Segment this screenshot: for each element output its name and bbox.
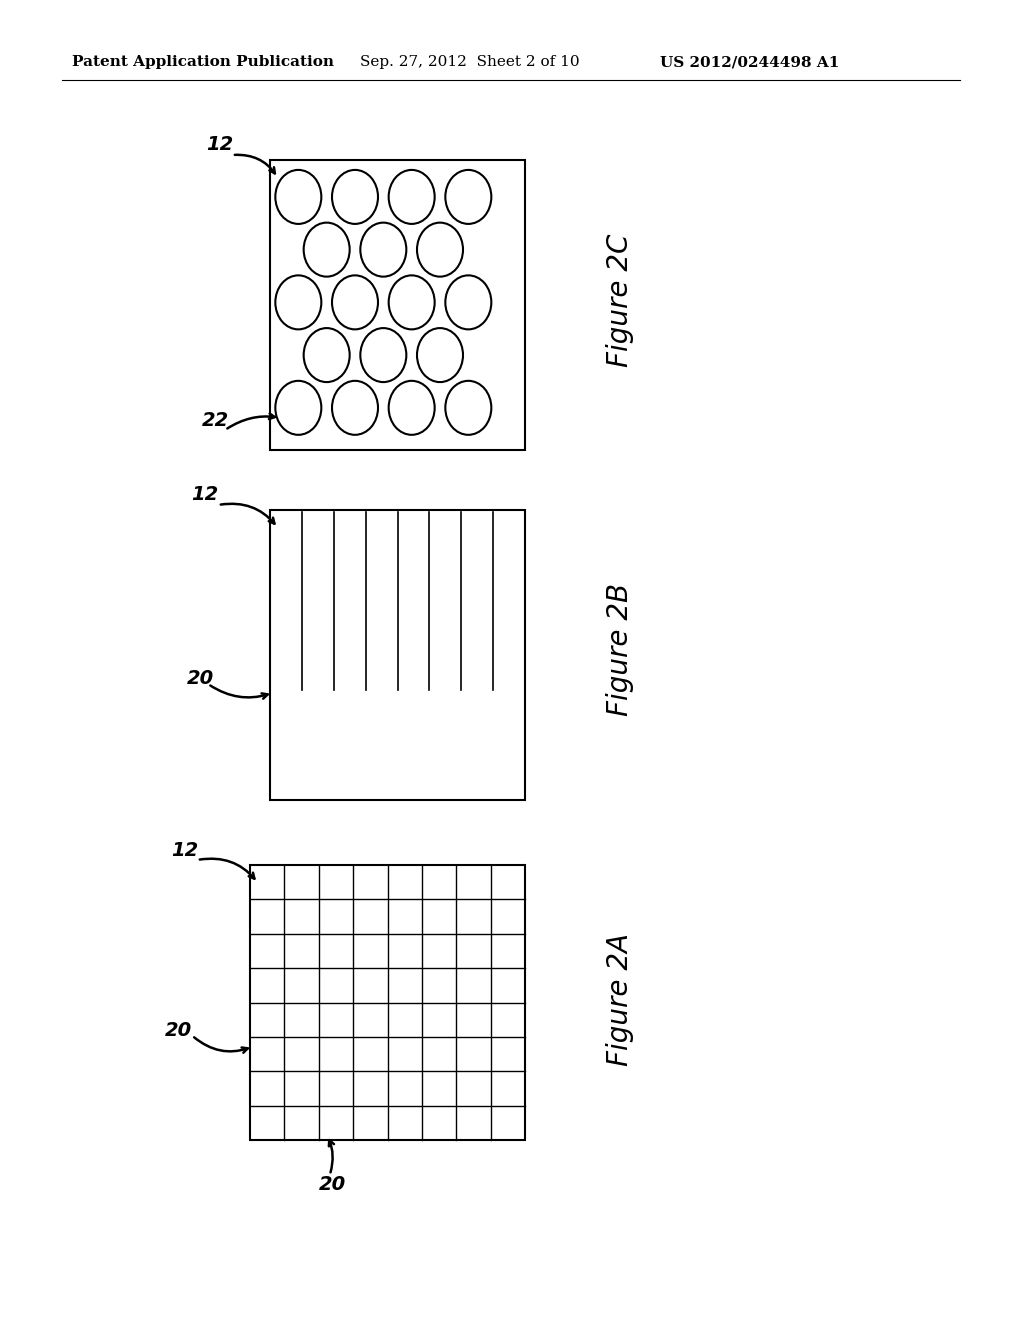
Ellipse shape — [360, 223, 407, 277]
Ellipse shape — [332, 380, 378, 434]
Ellipse shape — [332, 276, 378, 330]
Ellipse shape — [304, 223, 349, 277]
Text: US 2012/0244498 A1: US 2012/0244498 A1 — [660, 55, 840, 69]
Ellipse shape — [332, 170, 378, 224]
Text: Patent Application Publication: Patent Application Publication — [72, 55, 334, 69]
Ellipse shape — [389, 380, 434, 434]
Ellipse shape — [360, 329, 407, 381]
Ellipse shape — [417, 329, 463, 381]
Ellipse shape — [445, 380, 492, 434]
Text: Sep. 27, 2012  Sheet 2 of 10: Sep. 27, 2012 Sheet 2 of 10 — [360, 55, 580, 69]
Ellipse shape — [417, 223, 463, 277]
Text: 20: 20 — [165, 1020, 193, 1040]
Text: 20: 20 — [186, 669, 214, 688]
Ellipse shape — [275, 170, 322, 224]
Text: 20: 20 — [318, 1176, 346, 1195]
Text: 12: 12 — [191, 486, 219, 504]
Ellipse shape — [389, 170, 434, 224]
Ellipse shape — [275, 380, 322, 434]
Text: Figure 2B: Figure 2B — [606, 583, 634, 717]
Ellipse shape — [304, 329, 349, 381]
Text: Figure 2A: Figure 2A — [606, 933, 634, 1067]
Bar — [250, 865, 525, 1140]
Bar — [270, 510, 525, 800]
Text: 12: 12 — [171, 841, 199, 859]
Text: 22: 22 — [202, 411, 228, 429]
Text: Figure 2C: Figure 2C — [606, 234, 634, 367]
Bar — [270, 160, 525, 450]
Ellipse shape — [275, 276, 322, 330]
Ellipse shape — [445, 276, 492, 330]
Ellipse shape — [445, 170, 492, 224]
Ellipse shape — [389, 276, 434, 330]
Text: 12: 12 — [207, 136, 233, 154]
